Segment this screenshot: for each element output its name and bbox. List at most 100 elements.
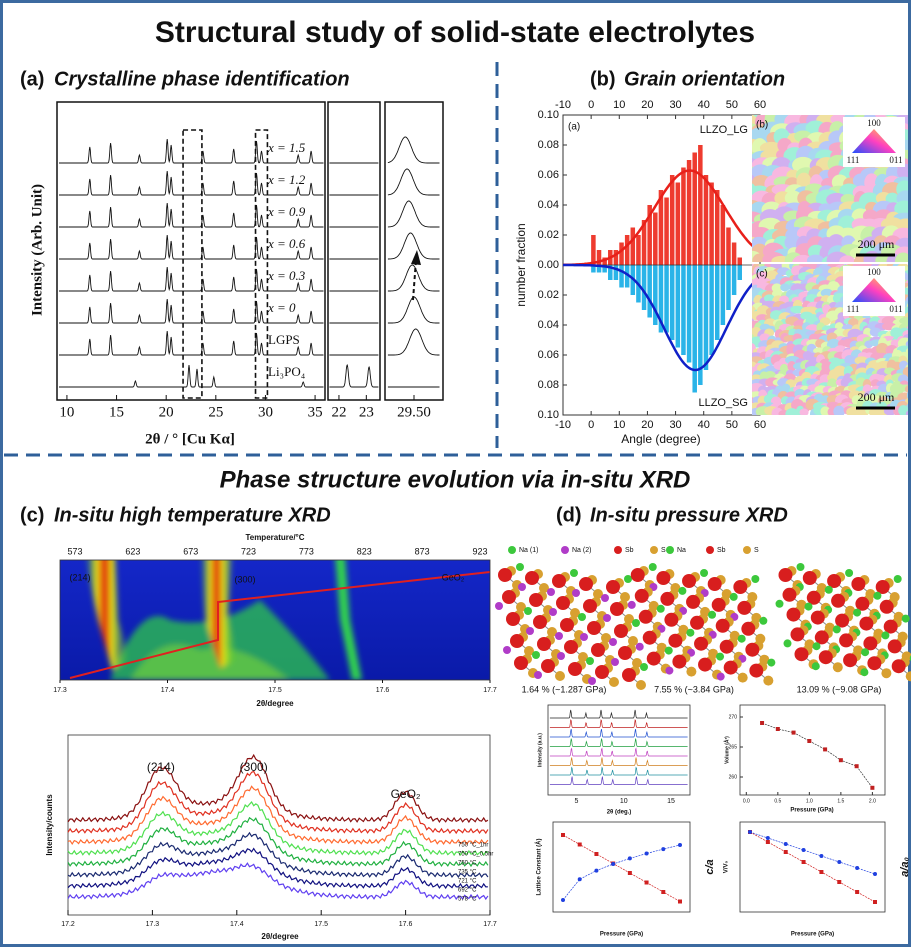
peak-label: GeO₂ bbox=[391, 787, 421, 801]
marker bbox=[766, 836, 770, 840]
x-tick-label: 0.0 bbox=[743, 798, 750, 804]
plot-frame bbox=[740, 822, 885, 912]
atom bbox=[737, 601, 751, 615]
atom bbox=[570, 569, 578, 577]
legend-label: 721 °C bbox=[458, 879, 477, 885]
atom bbox=[805, 603, 813, 611]
atom bbox=[776, 600, 784, 608]
atom bbox=[514, 656, 528, 670]
x2-tick-label: 923 bbox=[472, 546, 487, 556]
atom bbox=[506, 612, 520, 626]
y2-axis-label: a/a₀ bbox=[899, 857, 911, 877]
marker bbox=[819, 870, 823, 874]
atom bbox=[564, 640, 578, 654]
atom bbox=[580, 633, 588, 641]
legend-dot bbox=[650, 546, 658, 554]
caption: 13.09 % (~9.08 GPa) bbox=[797, 684, 882, 694]
atom bbox=[552, 574, 566, 588]
y-tick-label: 260 bbox=[729, 774, 738, 780]
atom bbox=[861, 648, 869, 656]
atom bbox=[833, 662, 843, 672]
marker bbox=[855, 866, 859, 870]
atom bbox=[636, 643, 644, 651]
sample-label: x = 0.6 bbox=[267, 236, 306, 251]
atom bbox=[495, 602, 503, 610]
dashed-box bbox=[256, 130, 268, 398]
bar bbox=[631, 228, 636, 266]
bar bbox=[737, 265, 742, 280]
peak-label: (214) bbox=[69, 572, 90, 582]
atom bbox=[767, 659, 775, 667]
atom bbox=[813, 642, 821, 650]
panel-title: In-situ pressure XRD bbox=[590, 504, 788, 526]
marker bbox=[837, 860, 841, 864]
atom bbox=[560, 618, 574, 632]
bar bbox=[670, 265, 675, 340]
sample-label: x = 1.5 bbox=[267, 140, 306, 155]
x-tick-label: 10 bbox=[613, 419, 625, 431]
x2-tick-label: 60 bbox=[754, 99, 766, 111]
x-axis-label: 2θ/degree bbox=[256, 699, 294, 708]
x-tick-label: 15 bbox=[109, 404, 124, 420]
point bbox=[823, 747, 827, 751]
plot-frame bbox=[740, 705, 885, 795]
ipf-label: 111 bbox=[847, 304, 860, 314]
atom bbox=[682, 574, 696, 588]
atom bbox=[716, 653, 724, 661]
xrd-curve bbox=[550, 749, 688, 757]
x-tick-label: 17.6 bbox=[376, 687, 390, 694]
atom bbox=[859, 617, 873, 631]
atom bbox=[825, 586, 833, 594]
pattern bbox=[388, 201, 440, 227]
bar bbox=[726, 228, 731, 266]
atom bbox=[614, 624, 628, 638]
atom bbox=[656, 571, 670, 585]
point bbox=[855, 764, 859, 768]
peak-label: (300) bbox=[240, 760, 268, 774]
x2-tick-label: 30 bbox=[669, 99, 681, 111]
x2-tick-label: 0 bbox=[588, 99, 594, 111]
bar bbox=[692, 265, 697, 393]
x-tick-label: 0 bbox=[588, 419, 594, 431]
marker bbox=[837, 880, 841, 884]
crystal bbox=[776, 563, 911, 681]
legend-dot bbox=[508, 546, 516, 554]
x-axis-label: Pressure (GPa) bbox=[600, 932, 643, 938]
bar bbox=[636, 235, 641, 265]
atom bbox=[532, 651, 540, 659]
x-tick-label: 17.7 bbox=[483, 921, 497, 928]
atom bbox=[881, 668, 891, 678]
pattern bbox=[388, 169, 440, 195]
y-tick-label: 0.06 bbox=[538, 169, 559, 181]
point bbox=[776, 727, 780, 731]
bar bbox=[681, 168, 686, 266]
xrd-curve bbox=[550, 720, 688, 728]
title: Structural study of solid-state electrol… bbox=[155, 16, 755, 49]
atom bbox=[708, 577, 722, 591]
atom bbox=[643, 631, 657, 645]
atom bbox=[686, 667, 696, 677]
y-tick-label: 0.04 bbox=[538, 199, 559, 211]
atom bbox=[502, 590, 516, 604]
x-tick-label: 5 bbox=[574, 798, 578, 805]
x2-tick-label: 40 bbox=[698, 99, 710, 111]
atom bbox=[717, 673, 725, 681]
atom bbox=[618, 646, 632, 660]
bar bbox=[715, 190, 720, 265]
legend-dot bbox=[561, 546, 569, 554]
marker bbox=[661, 890, 665, 894]
legend-label: Na (1) bbox=[519, 547, 538, 554]
atom bbox=[622, 668, 636, 682]
bar bbox=[709, 265, 714, 355]
bar bbox=[647, 265, 652, 318]
y-axis-label: Intensity (a.u.) bbox=[537, 733, 543, 767]
marker bbox=[855, 890, 859, 894]
atom bbox=[579, 577, 593, 591]
atom bbox=[853, 609, 861, 617]
atom bbox=[763, 676, 773, 686]
plot-frame bbox=[553, 822, 690, 912]
atom bbox=[716, 619, 730, 633]
atom bbox=[811, 611, 825, 625]
atom bbox=[526, 627, 534, 635]
x-tick-label: 10 bbox=[59, 404, 74, 420]
